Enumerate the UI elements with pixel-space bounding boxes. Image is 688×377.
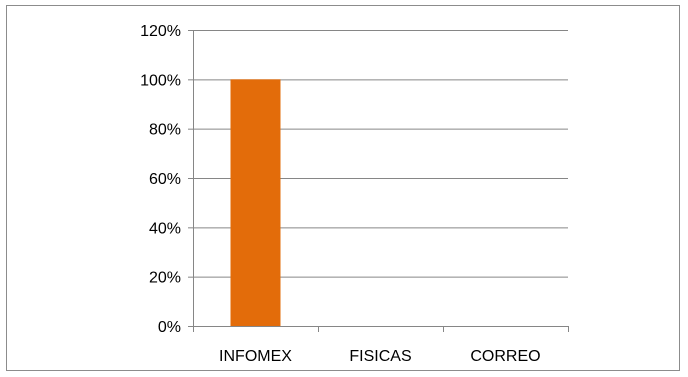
chart-frame [6, 5, 680, 371]
y-tick-label: 120% [140, 23, 181, 40]
x-tick-label-infomex: INFOMEX [219, 348, 292, 365]
y-tick-label: 80% [149, 122, 181, 139]
y-tick-label: 60% [149, 171, 181, 188]
bar-infomex [230, 79, 281, 326]
y-tick-label: 20% [149, 270, 181, 287]
x-tick-label-fisicas: FISICAS [349, 348, 411, 365]
x-tick-label-correo: CORREO [470, 348, 540, 365]
axes [188, 30, 569, 332]
y-tick-label: 40% [149, 220, 181, 237]
y-tick-label: 100% [140, 72, 181, 89]
tick-labels: 0% 20% 40% 60% 80% 100% 120% INFOMEX FISICAS CORR… [140, 23, 541, 365]
y-tick-label: 0% [158, 319, 181, 336]
bars [230, 79, 281, 326]
